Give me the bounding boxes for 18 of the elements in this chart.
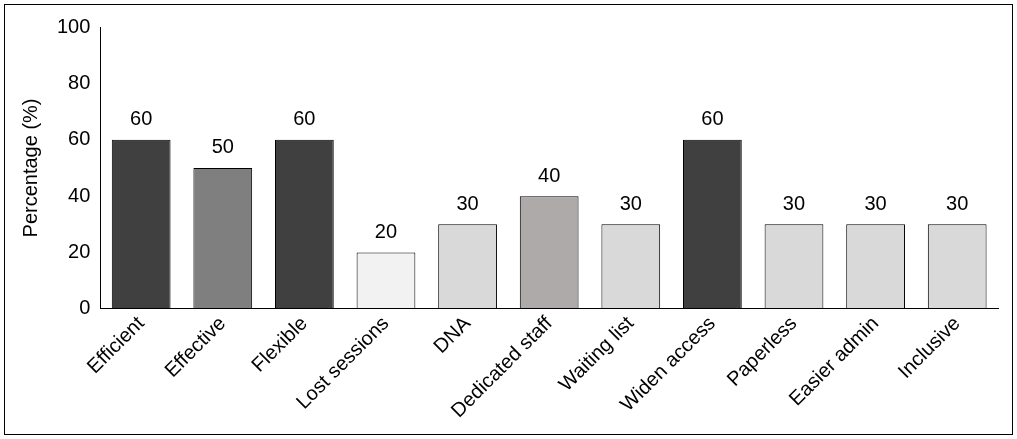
y-axis-title: Percentage (%) bbox=[18, 98, 41, 238]
data-label: 30 bbox=[864, 191, 887, 214]
y-tick-label: 20 bbox=[68, 240, 91, 263]
y-tick-label: 100 bbox=[56, 14, 91, 37]
data-label: 60 bbox=[130, 107, 153, 130]
data-label: 30 bbox=[946, 191, 969, 214]
data-label: 30 bbox=[782, 191, 806, 214]
data-label: 50 bbox=[211, 135, 234, 158]
data-label: 30 bbox=[619, 191, 642, 214]
y-tick-label: 60 bbox=[68, 127, 91, 150]
y-tick-label: 80 bbox=[68, 70, 91, 93]
data-label: 20 bbox=[374, 220, 398, 243]
y-tick-label: 0 bbox=[79, 296, 91, 319]
data-label: 60 bbox=[293, 107, 316, 130]
y-tick-label: 40 bbox=[68, 183, 91, 206]
data-label: 30 bbox=[456, 191, 479, 214]
data-label: 60 bbox=[701, 107, 724, 130]
data-label: 40 bbox=[538, 163, 561, 186]
